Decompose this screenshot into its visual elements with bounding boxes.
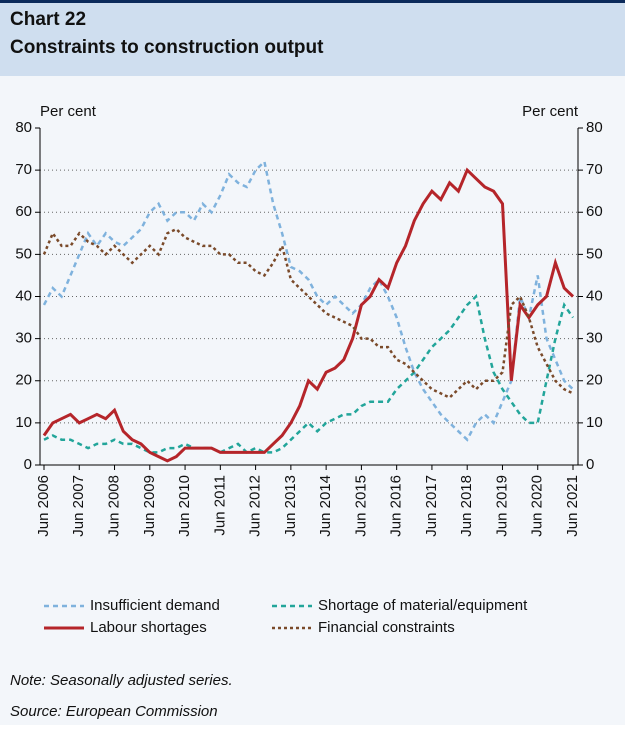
series-line xyxy=(43,294,575,454)
y2-tick-label: 20 xyxy=(586,372,603,389)
x-tick-label: Jun 2016 xyxy=(388,475,405,537)
legend-label: Labour shortages xyxy=(90,619,207,636)
y2-tick-label: 70 xyxy=(586,161,603,178)
y2-tick-label: 60 xyxy=(586,203,603,220)
y-axis-label: Per cent xyxy=(40,103,97,120)
y2-tick-label: 80 xyxy=(586,119,603,136)
source: Source: European Commission xyxy=(10,703,218,720)
series-line xyxy=(42,167,575,463)
y2-tick-label: 40 xyxy=(586,287,603,304)
x-tick-label: Jun 2012 xyxy=(247,475,264,537)
legend-label: Financial constraints xyxy=(318,619,455,636)
y2-tick-label: 50 xyxy=(586,245,603,262)
y-tick-label: 60 xyxy=(15,203,32,220)
note: Note: Seasonally adjusted series. xyxy=(10,672,233,689)
y-tick-label: 80 xyxy=(15,119,32,136)
x-tick-label: Jun 2020 xyxy=(529,475,546,537)
legend-label: Insufficient demand xyxy=(90,597,220,614)
y-tick-label: 40 xyxy=(15,287,32,304)
y-tick-label: 30 xyxy=(15,330,32,347)
y2-axis-label: Per cent xyxy=(522,103,579,120)
y2-tick-label: 10 xyxy=(586,414,603,431)
x-tick-label: Jun 2014 xyxy=(317,475,334,537)
chart-title: Chart 22 xyxy=(10,9,86,30)
x-tick-label: Jun 2009 xyxy=(141,475,158,537)
series-line xyxy=(42,159,574,442)
x-tick-label: Jun 2010 xyxy=(176,475,193,537)
x-tick-label: Jun 2018 xyxy=(458,475,475,537)
x-tick-label: Jun 2017 xyxy=(423,475,440,537)
y-tick-label: 70 xyxy=(15,161,32,178)
y-tick-label: 50 xyxy=(15,245,32,262)
x-tick-label: Jun 2015 xyxy=(352,475,369,537)
chart-subtitle: Constraints to construction output xyxy=(10,37,324,58)
x-tick-label: Jun 2019 xyxy=(493,475,510,537)
series-line xyxy=(42,227,574,400)
y-tick-label: 10 xyxy=(15,414,32,431)
y-tick-label: 20 xyxy=(15,372,32,389)
x-tick-label: Jun 2021 xyxy=(564,475,581,537)
x-tick-label: Jun 2007 xyxy=(70,475,87,537)
x-tick-label: Jun 2013 xyxy=(282,475,299,537)
y-tick-label: 0 xyxy=(24,456,32,473)
x-tick-label: Jun 2006 xyxy=(35,475,52,537)
x-tick-label: Jun 2011 xyxy=(211,475,228,536)
legend-label: Shortage of material/equipment xyxy=(318,597,528,614)
top-rule xyxy=(0,0,625,3)
y2-tick-label: 30 xyxy=(586,330,603,347)
y2-tick-label: 0 xyxy=(586,456,594,473)
title-band xyxy=(0,0,625,76)
x-tick-label: Jun 2008 xyxy=(106,475,123,537)
